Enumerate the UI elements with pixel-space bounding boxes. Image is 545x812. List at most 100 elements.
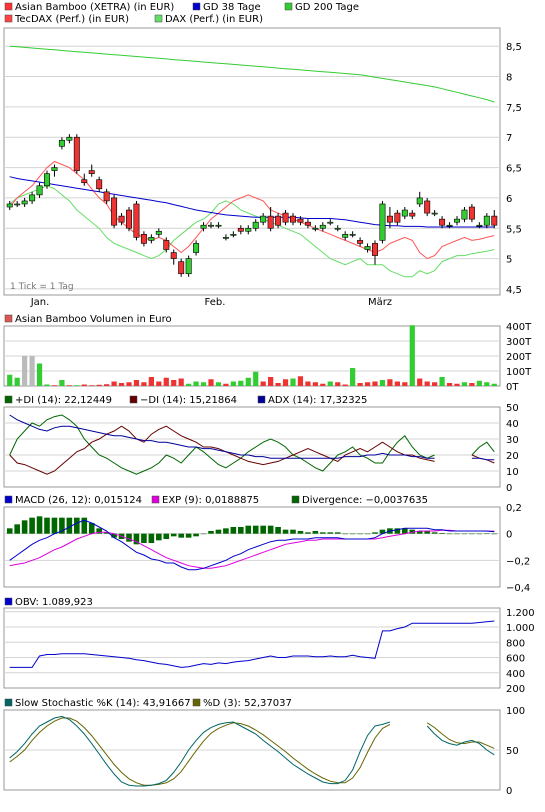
divergence-bar — [409, 529, 416, 534]
volume-bar — [394, 381, 400, 386]
y-tick-label: 5 — [506, 255, 512, 266]
divergence-bar — [260, 525, 266, 534]
volume-bar — [350, 368, 356, 386]
legend-label-obv: OBV: 1.089,923 — [15, 597, 93, 608]
volume-bar — [29, 356, 35, 386]
y-tick-label: 6 — [506, 194, 512, 205]
candle-body — [468, 206, 475, 220]
volume-bar — [484, 382, 490, 386]
candle-body — [431, 212, 438, 215]
candle-body — [163, 240, 170, 250]
candle-body — [245, 227, 252, 232]
candle-body — [230, 234, 237, 236]
divergence-bar — [342, 533, 348, 535]
legend-swatch-adx — [257, 395, 266, 404]
legend-label-divergence: Divergence: −0,0037635 — [302, 495, 428, 506]
candle-body — [21, 200, 28, 205]
volume-bar — [245, 377, 251, 386]
volume-bar — [44, 384, 50, 386]
volume-bar — [476, 380, 482, 386]
candle-body — [312, 227, 319, 230]
legend-swatch-gd38 — [192, 2, 201, 11]
candle-body — [208, 224, 214, 227]
candle-body — [304, 221, 311, 226]
divergence-bar — [185, 533, 192, 538]
y-tick-label: 800 — [506, 638, 525, 649]
volume-bar — [260, 381, 266, 386]
legend-label-gd38: GD 38 Tage — [203, 2, 261, 13]
legend-swatch-divergence — [291, 495, 300, 504]
candle-body — [260, 215, 267, 223]
volume-bar — [51, 385, 58, 386]
candle-body — [491, 215, 498, 226]
volume-bar — [36, 363, 43, 386]
volume-bar — [208, 379, 214, 386]
candle-body — [133, 203, 140, 238]
volume-bar — [282, 379, 289, 386]
divergence-bar — [126, 533, 132, 542]
candle-body — [44, 173, 50, 187]
legend-swatch-obv — [4, 597, 13, 606]
dmi-lines — [9, 414, 495, 475]
y-tick-label: 30 — [506, 435, 519, 446]
volume-bar — [297, 376, 304, 386]
candle-body — [297, 218, 304, 223]
y-tick-label: 600 — [506, 654, 525, 665]
volume-bar — [111, 381, 117, 386]
divergence-bar — [59, 517, 65, 534]
candle-body — [327, 221, 334, 224]
volume-axis-ticks: 400T 300T 200T 100T 0T — [506, 322, 532, 393]
volume-bar — [327, 381, 333, 386]
candle-body — [334, 227, 341, 230]
divergence-bar — [305, 532, 311, 534]
volume-bar — [96, 384, 102, 386]
y-tick-label: 1.200 — [506, 608, 535, 619]
divergence-bar — [21, 520, 28, 534]
legend-label-stoch-d: %D (3): 52,37037 — [203, 698, 292, 709]
gd38-line — [9, 176, 495, 228]
legend-label-dax: DAX (Perf.) (in EUR) — [165, 14, 263, 25]
volume-bar — [491, 383, 497, 386]
volume-bar — [200, 382, 207, 386]
legend-swatch-gd200 — [284, 2, 293, 11]
divergence-bar — [6, 528, 13, 534]
candle-body — [446, 224, 453, 227]
candle-body — [118, 215, 125, 223]
divergence-bar — [364, 533, 371, 535]
divergence-bar — [357, 533, 363, 535]
divergence-bar — [252, 525, 259, 534]
dmi-grid — [4, 422, 500, 472]
divergence-bar — [320, 532, 326, 534]
y-tick-label: 50 — [506, 746, 519, 757]
candle-body — [282, 212, 289, 223]
divergence-bar — [156, 533, 162, 541]
y-tick-label: 20 — [506, 451, 519, 462]
divergence-bar — [141, 533, 147, 543]
candle-body — [193, 243, 200, 253]
volume-bar — [290, 378, 296, 386]
price-axis-ticks: 8,5 8 7,5 7 6,5 6 5,5 5 4,5 — [506, 42, 522, 296]
price-candles — [6, 134, 498, 277]
volume-bar — [74, 385, 80, 386]
obv-line — [9, 620, 495, 668]
price-panel-frame — [3, 27, 501, 296]
divergence-bar — [163, 533, 170, 539]
candle-body — [215, 224, 222, 227]
dax-line — [9, 185, 495, 278]
dmi-panel-frame — [3, 406, 501, 488]
divergence-bar — [245, 525, 252, 534]
volume-bar — [59, 380, 65, 386]
legend-swatch-stoch-d — [192, 698, 201, 707]
divergence-bar — [312, 531, 319, 534]
candle-body — [170, 252, 177, 259]
candle-body — [96, 179, 103, 190]
divergence-bar — [402, 528, 408, 534]
volume-bar — [104, 384, 110, 386]
y-tick-label: −0,4 — [506, 583, 530, 594]
divergence-bar — [36, 516, 43, 534]
y-tick-label: 300T — [506, 337, 532, 348]
legend-swatch-minus-di — [129, 395, 138, 404]
volume-bar — [133, 380, 140, 386]
obv-axis-ticks: 1.200 1.000 800 600 400 200 — [506, 608, 535, 695]
